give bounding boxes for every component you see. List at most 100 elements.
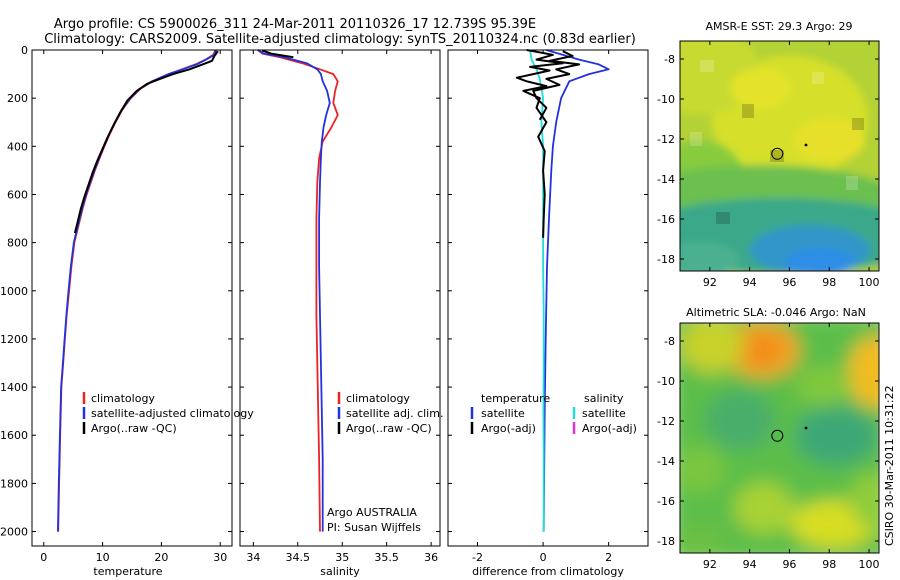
x-tick-label: 35	[335, 551, 349, 564]
x-tick-label: 92	[703, 558, 717, 571]
sla-field	[680, 323, 879, 553]
difference-ticks: -2 0 2	[448, 49, 648, 564]
legend-label-argo: Argo(..raw -QC)	[91, 422, 177, 435]
x-tick-label: 0	[540, 551, 547, 564]
y-tick-label: 1600	[0, 429, 28, 442]
x-tick-label: 0	[40, 551, 47, 564]
y-tick-label: -18	[657, 253, 675, 266]
sst-map-panel: AMSR-E SST: 29.3 Argo: 29	[657, 20, 880, 289]
series-line-argo-raw-qc	[73, 50, 219, 234]
argo-position-marker	[771, 147, 784, 160]
y-tick-label: 1400	[0, 381, 28, 394]
y-tick-label: -12	[657, 415, 675, 428]
x-tick-label: 10	[96, 551, 110, 564]
x-tick-label: -2	[472, 551, 483, 564]
sst-field	[680, 41, 879, 271]
y-tick-label: 2000	[0, 526, 28, 539]
legend-title-temperature: temperature	[481, 392, 550, 405]
series-line-salinity-satellite	[529, 49, 545, 532]
series-line-argo-raw-qc	[261, 49, 294, 59]
salinity-xlabel: salinity	[320, 565, 360, 578]
legend-label-satellite-adjusted: satellite-adjusted climatology	[91, 407, 254, 420]
sst-map-frame	[679, 40, 880, 272]
y-tick-label: 400	[7, 140, 28, 153]
y-tick-label: -10	[657, 93, 675, 106]
temperature-series	[57, 49, 219, 532]
salinity-series	[257, 49, 339, 532]
sla-map-frame	[679, 322, 880, 554]
legend-label-salinity-argo: Argo(-adj)	[582, 422, 637, 435]
y-tick-label: -8	[664, 335, 675, 348]
y-tick-label: -12	[657, 133, 675, 146]
x-tick-label: 94	[743, 558, 757, 571]
x-tick-label: 30	[213, 551, 227, 564]
sst-map-ticks: 92 94 96 98 100 -8 -10 -12 -14 -16 -18	[657, 41, 880, 289]
y-tick-label: 1200	[0, 333, 28, 346]
temperature-axes-frame	[31, 49, 233, 547]
y-tick-label: -16	[657, 495, 675, 508]
y-tick-label: 600	[7, 188, 28, 201]
temperature-profile-panel: 0 10 20 30 0 200 400 600 800 1000 1200 1400 1600 1800…	[0, 44, 254, 578]
x-tick-label: 92	[703, 276, 717, 289]
sst-pixel-texture	[690, 60, 864, 224]
figure-title-line1: Argo profile: CS 5900026_311 24-Mar-2011…	[54, 17, 536, 32]
sst-map-title: AMSR-E SST: 29.3 Argo: 29	[705, 20, 852, 33]
difference-profile-panel: -2 0 2 difference from climatology tempera…	[447, 49, 649, 578]
legend-title-salinity: salinity	[584, 392, 624, 405]
series-line-climatology	[257, 49, 339, 532]
y-tick-label: 1800	[0, 477, 28, 490]
y-tick-label: -10	[657, 375, 675, 388]
series-line-temperature-argo-adj	[515, 49, 564, 238]
x-tick-label: 100	[859, 558, 880, 571]
creation-stamp: CSIRO 30-Mar-2011 10:31:22	[883, 385, 896, 546]
series-line-salinity-argo-adj	[532, 50, 581, 121]
x-tick-label: 96	[782, 276, 796, 289]
y-tick-label: 800	[7, 237, 28, 250]
figure-title-line2: Climatology: CARS2009. Satellite-adjuste…	[44, 32, 636, 47]
legend-label-argo: Argo(..raw -QC)	[346, 422, 432, 435]
series-line-temperature-satellite	[542, 49, 610, 532]
y-tick-label: -14	[657, 455, 675, 468]
difference-axes-frame	[447, 49, 649, 547]
legend-label-temperature-argo: Argo(-adj)	[481, 422, 536, 435]
sla-map-ticks: 92 94 96 98 100 -8 -10 -12 -14 -16 -18	[657, 323, 880, 571]
argo-program-label: Argo AUSTRALIA	[327, 506, 417, 519]
series-line-satellite-adj-clim	[257, 49, 331, 532]
legend-label-climatology: climatology	[346, 392, 410, 405]
difference-legend: temperature salinity satellite Argo(-adj…	[470, 392, 637, 435]
x-tick-label: 36	[424, 551, 438, 564]
y-tick-label: -8	[664, 53, 675, 66]
x-tick-label: 34.5	[286, 551, 311, 564]
argo-float-dot	[804, 143, 808, 147]
x-tick-label: 98	[822, 276, 836, 289]
series-line-climatology	[57, 49, 217, 532]
principal-investigator-label: PI: Susan Wijffels	[327, 521, 421, 534]
sla-map-title: Altimetric SLA: -0.046 Argo: NaN	[686, 306, 866, 319]
x-tick-label: 96	[782, 558, 796, 571]
y-tick-label: -14	[657, 173, 675, 186]
legend-label-salinity-satellite: satellite	[582, 407, 626, 420]
legend-label-temperature-satellite: satellite	[481, 407, 525, 420]
x-tick-label: 100	[859, 276, 880, 289]
sla-map-panel: Altimetric SLA: -0.046 Argo: NaN 92 94 96 9	[657, 306, 880, 571]
x-tick-label: 35.5	[374, 551, 399, 564]
legend-label-climatology: climatology	[91, 392, 155, 405]
y-tick-label: 0	[21, 44, 28, 57]
x-tick-label: 98	[822, 558, 836, 571]
y-tick-label: -16	[657, 213, 675, 226]
x-tick-label: 34	[246, 551, 260, 564]
y-tick-label: 1000	[0, 285, 28, 298]
y-tick-label: 200	[7, 92, 28, 105]
salinity-ticks: 34 34.5 35 35.5 36	[240, 49, 440, 564]
x-tick-label: 2	[605, 551, 612, 564]
x-tick-label: 20	[154, 551, 168, 564]
argo-float-dot	[804, 426, 808, 430]
series-line-satellite-adjusted-climatology	[57, 49, 217, 532]
legend-label-satellite-adj: satellite adj. clim.	[346, 407, 443, 420]
y-tick-label: -18	[657, 535, 675, 548]
x-tick-label: 94	[743, 276, 757, 289]
salinity-profile-panel: 34 34.5 35 35.5 36 salinity climatology sate…	[239, 49, 443, 578]
difference-series	[515, 49, 610, 532]
difference-xlabel: difference from climatology	[472, 565, 624, 578]
